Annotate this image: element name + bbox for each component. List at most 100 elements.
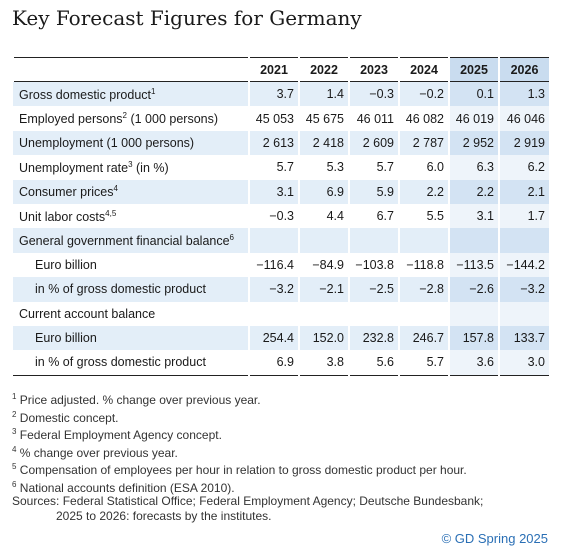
cell: 6.2 xyxy=(498,155,549,180)
row-label: Euro billion xyxy=(13,325,249,351)
cell: −0.2 xyxy=(398,81,449,107)
cell: −2.1 xyxy=(298,277,349,302)
cell: 5.6 xyxy=(348,350,399,376)
cell: 6.9 xyxy=(298,179,349,204)
cell: 0.1 xyxy=(448,81,499,107)
footnote-ref: 4,5 xyxy=(105,208,117,218)
table-row: Employed persons2 (1 000 persons) 45 053 4… xyxy=(13,106,549,131)
cell: 46 046 xyxy=(498,106,549,131)
cell: −2.6 xyxy=(448,277,499,302)
row-label: Gross domestic product1 xyxy=(13,81,249,107)
cell: −0.3 xyxy=(348,81,399,107)
cell: 46 019 xyxy=(448,106,499,131)
row-label: Unit labor costs4,5 xyxy=(13,204,249,228)
cell: −103.8 xyxy=(348,252,399,278)
cell: 152.0 xyxy=(298,325,349,351)
cell: −113.5 xyxy=(448,252,499,278)
label-text: Employed persons xyxy=(19,112,123,127)
cell: 3.7 xyxy=(248,81,299,107)
cell: 2.2 xyxy=(398,179,449,204)
label-text: Unemployment rate xyxy=(19,160,129,175)
footnote-mark: 5 xyxy=(12,462,17,472)
row-label: Unemployment (1 000 persons) xyxy=(13,130,249,156)
cell: 2 609 xyxy=(348,130,399,156)
footnote-mark: 1 xyxy=(12,392,17,401)
row-label: in % of gross domestic product xyxy=(13,350,249,376)
cell: 3.8 xyxy=(298,350,349,376)
row-label: Euro billion xyxy=(13,253,249,277)
footnote-text: Federal Employment Agency concept. xyxy=(19,428,222,443)
cell xyxy=(348,228,399,253)
cell: 5.3 xyxy=(298,155,349,180)
cell: 45 053 xyxy=(248,106,299,131)
source-line: Sources: Federal Statistical Office; Fed… xyxy=(12,494,484,508)
column-header: 2023 xyxy=(348,57,399,82)
cell: 4.4 xyxy=(298,203,349,229)
cell: 46 011 xyxy=(348,106,399,131)
table-row: Euro billion 254.4 152.0 232.8 246.7 157.8 133… xyxy=(13,325,549,351)
table-row: Current account balance xyxy=(13,301,549,326)
cell: 3.0 xyxy=(498,350,549,376)
footnote: 3 Federal Employment Agency concept. xyxy=(12,425,467,443)
cell xyxy=(398,228,449,253)
footnote-text: Compensation of employees per hour in re… xyxy=(19,463,467,478)
table-row: Unit labor costs4,5 −0.3 4.4 6.7 5.5 3.1 1.7 xyxy=(13,203,549,229)
cell: 6.3 xyxy=(448,155,499,180)
column-header: 2022 xyxy=(298,57,349,82)
footnote-text: Domestic concept. xyxy=(19,410,119,425)
label-text: Unemployment (1 000 persons) xyxy=(19,135,195,150)
footnote-ref: 2 xyxy=(122,111,127,121)
cell xyxy=(398,301,449,326)
cell: 6.9 xyxy=(248,350,299,376)
footnote-ref: 6 xyxy=(229,233,234,243)
footnote: 4 % change over previous year. xyxy=(12,443,467,461)
cell: 3.6 xyxy=(448,350,499,376)
footnote-ref: 4 xyxy=(113,184,118,194)
cell: −116.4 xyxy=(248,252,299,278)
label-text: General government financial balance xyxy=(19,234,230,249)
cell: 3.1 xyxy=(448,203,499,229)
label-text: Unit labor costs xyxy=(19,209,106,224)
footnote-text: Price adjusted. % change over previous y… xyxy=(19,393,261,407)
cell xyxy=(498,301,549,326)
footnote-text: % change over previous year. xyxy=(19,445,178,460)
row-label: Consumer prices4 xyxy=(13,179,249,204)
footnote-ref: 1 xyxy=(151,86,156,96)
cell: 3.1 xyxy=(248,179,299,204)
row-label: in % of gross domestic product xyxy=(13,277,249,302)
row-label: General government financial balance6 xyxy=(13,228,249,253)
cell: 246.7 xyxy=(398,325,449,351)
table-row: Consumer prices4 3.1 6.9 5.9 2.2 2.2 2.1 xyxy=(13,179,549,204)
cell: 2 919 xyxy=(498,130,549,156)
label-suffix: (1 000 persons) xyxy=(130,112,219,127)
cell: 2 952 xyxy=(448,130,499,156)
cell: 5.9 xyxy=(348,179,399,204)
cell: 232.8 xyxy=(348,325,399,351)
cell: 2.1 xyxy=(498,179,549,204)
footnote-mark: 4 xyxy=(12,444,17,454)
cell: 5.7 xyxy=(348,155,399,180)
cell: −144.2 xyxy=(498,252,549,278)
cell: 6.7 xyxy=(348,203,399,229)
row-label: Unemployment rate3 (in %) xyxy=(13,155,249,179)
table-row: in % of gross domestic product −3.2 −2.1 −2… xyxy=(13,277,549,302)
row-label: Employed persons2 (1 000 persons) xyxy=(13,106,249,130)
table-row: in % of gross domestic product 6.9 3.8 5.6 5… xyxy=(13,350,549,376)
cell: 2.2 xyxy=(448,179,499,204)
sources: Sources: Federal Statistical Office; Fed… xyxy=(12,494,483,524)
header-row: 2021 2022 2023 2024 2025 2026 xyxy=(12,57,549,82)
cell: −84.9 xyxy=(298,252,349,278)
label-text: Euro billion xyxy=(35,257,97,272)
cell: 6.0 xyxy=(398,155,449,180)
cell xyxy=(448,228,499,253)
label-text: in % of gross domestic product xyxy=(35,355,206,370)
corner xyxy=(12,57,249,82)
footnote: 6 National accounts definition (ESA 2010… xyxy=(12,478,467,496)
cell: 5.7 xyxy=(398,350,449,376)
cell xyxy=(248,228,299,253)
cell: 5.7 xyxy=(248,155,299,180)
cell: −3.2 xyxy=(248,277,299,302)
cell: 157.8 xyxy=(448,325,499,351)
column-header: 2026 xyxy=(498,57,549,82)
